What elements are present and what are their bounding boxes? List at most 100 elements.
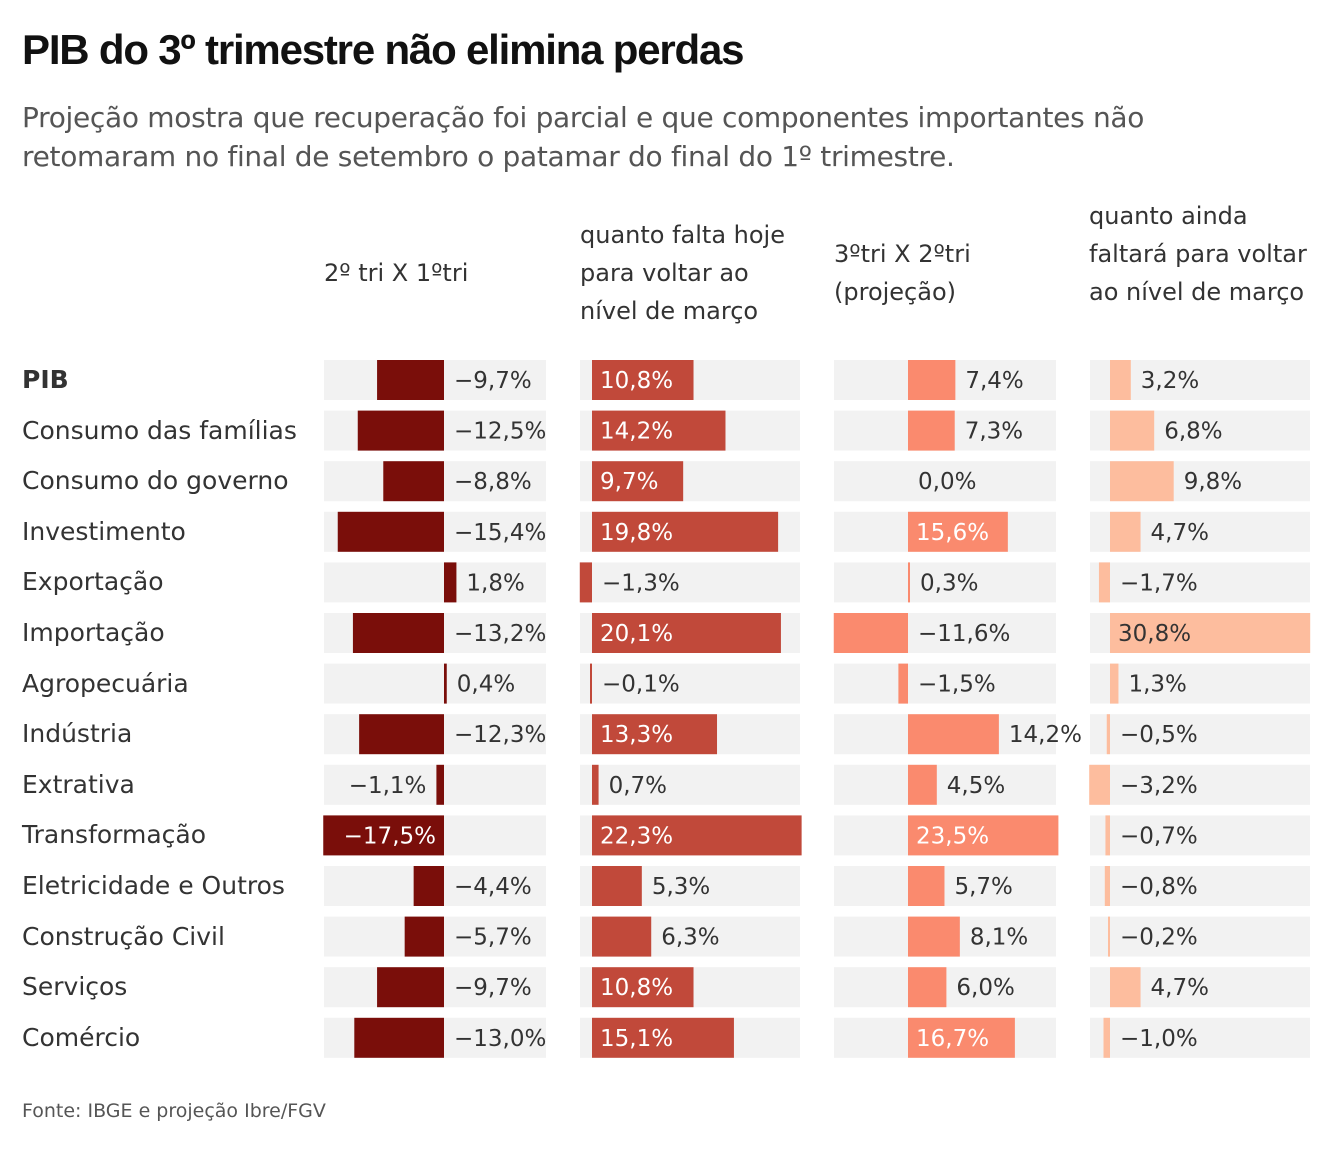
bar bbox=[592, 866, 642, 906]
column-header-3: 3ºtri X 2ºtri (projeção) bbox=[834, 240, 971, 306]
chart-title: PIB do 3º trimestre não elimina perdas bbox=[22, 26, 745, 73]
value-label: 1,3% bbox=[1128, 672, 1186, 698]
panel-background bbox=[1090, 815, 1310, 856]
bar bbox=[1106, 714, 1110, 755]
bar bbox=[1110, 461, 1174, 502]
value-label: 6,8% bbox=[1164, 419, 1222, 445]
source-note: Fonte: IBGE e projeção Ibre/FGV bbox=[22, 1100, 326, 1122]
value-label: 7,4% bbox=[965, 368, 1023, 394]
panel-background bbox=[324, 764, 546, 805]
row-label: Agropecuária bbox=[22, 668, 189, 698]
bar bbox=[377, 967, 444, 1008]
value-label: 1,8% bbox=[466, 570, 524, 596]
value-label: 14,2% bbox=[1009, 722, 1082, 748]
value-label: −0,2% bbox=[1120, 925, 1198, 951]
bar bbox=[592, 360, 694, 400]
value-label: 0,4% bbox=[457, 672, 515, 698]
row-label: Eletricidade e Outros bbox=[22, 871, 285, 900]
bar bbox=[1110, 511, 1141, 552]
bar bbox=[359, 714, 444, 755]
bar bbox=[592, 916, 652, 957]
panel-background bbox=[324, 663, 546, 704]
value-label: 4,5% bbox=[947, 773, 1005, 799]
row-label: Comércio bbox=[22, 1022, 141, 1052]
value-label: 0,0% bbox=[918, 469, 976, 495]
bar bbox=[908, 714, 999, 755]
bar bbox=[592, 613, 781, 653]
value-label: −12,5% bbox=[454, 419, 546, 445]
bar bbox=[908, 967, 947, 1008]
value-label: −1,1% bbox=[349, 773, 427, 799]
value-label: 30,8% bbox=[1118, 621, 1191, 647]
value-label: 15,6% bbox=[916, 520, 989, 546]
bar bbox=[413, 866, 444, 906]
value-label: −0,5% bbox=[1120, 722, 1198, 748]
row-label: Serviços bbox=[22, 972, 128, 1002]
value-label: 7,3% bbox=[965, 419, 1023, 445]
panel-background bbox=[1090, 663, 1310, 704]
panel-background bbox=[834, 764, 1056, 805]
panel-background bbox=[1090, 714, 1310, 755]
bar bbox=[357, 410, 444, 451]
value-label: −9,7% bbox=[454, 368, 532, 394]
panel-background bbox=[324, 562, 546, 603]
bar bbox=[833, 613, 908, 653]
value-label: 6,3% bbox=[661, 925, 719, 951]
value-label: 23,5% bbox=[916, 823, 989, 849]
bar bbox=[444, 562, 457, 603]
row-label: Importação bbox=[22, 618, 165, 647]
value-label: −0,7% bbox=[1120, 823, 1198, 849]
bar bbox=[579, 562, 592, 603]
row-label: Consumo do governo bbox=[22, 466, 289, 496]
value-label: −4,4% bbox=[454, 874, 532, 900]
value-label: 0,3% bbox=[920, 570, 978, 596]
bar bbox=[436, 764, 444, 805]
value-label: 6,0% bbox=[956, 975, 1014, 1001]
bar bbox=[1108, 916, 1110, 957]
bar bbox=[1098, 562, 1110, 603]
panel-background bbox=[834, 866, 1056, 906]
bar bbox=[1105, 815, 1110, 856]
panel-background bbox=[1090, 866, 1310, 906]
bar bbox=[908, 866, 945, 906]
row-label: Investimento bbox=[22, 516, 186, 546]
value-label: −1,3% bbox=[602, 570, 680, 596]
bar bbox=[592, 410, 726, 451]
value-label: −5,7% bbox=[454, 925, 532, 951]
value-label: −15,4% bbox=[454, 520, 546, 546]
value-label: 5,7% bbox=[954, 874, 1012, 900]
panel-background bbox=[1090, 916, 1310, 957]
value-label: −0,1% bbox=[602, 672, 680, 698]
bar bbox=[590, 663, 592, 704]
value-label: 5,3% bbox=[652, 874, 710, 900]
bar bbox=[908, 410, 955, 451]
bar bbox=[352, 613, 444, 653]
bar bbox=[1110, 360, 1131, 400]
panel-background bbox=[1090, 1017, 1310, 1058]
bar bbox=[354, 1017, 444, 1058]
value-label: −1,5% bbox=[918, 672, 996, 698]
bar bbox=[592, 1017, 734, 1058]
value-label: 4,7% bbox=[1151, 975, 1209, 1001]
bar bbox=[383, 461, 444, 502]
bar bbox=[908, 916, 960, 957]
value-label: −3,2% bbox=[1120, 773, 1198, 799]
bar bbox=[1104, 866, 1110, 906]
value-label: 9,8% bbox=[1184, 469, 1242, 495]
row-label: Construção Civil bbox=[22, 921, 225, 951]
panel-background bbox=[580, 764, 800, 805]
bar bbox=[592, 764, 599, 805]
bar bbox=[908, 1017, 1015, 1058]
bar bbox=[1103, 1017, 1110, 1058]
column-header-1: 2º tri X 1ºtri bbox=[324, 259, 469, 287]
value-label: 0,7% bbox=[609, 773, 667, 799]
value-label: −13,2% bbox=[454, 621, 546, 647]
bar bbox=[377, 360, 444, 400]
value-label: 22,3% bbox=[600, 823, 673, 849]
value-label: −0,8% bbox=[1120, 874, 1198, 900]
bar bbox=[592, 815, 802, 856]
panel-background bbox=[834, 562, 1056, 603]
bar bbox=[592, 461, 684, 502]
value-label: 19,8% bbox=[600, 520, 673, 546]
